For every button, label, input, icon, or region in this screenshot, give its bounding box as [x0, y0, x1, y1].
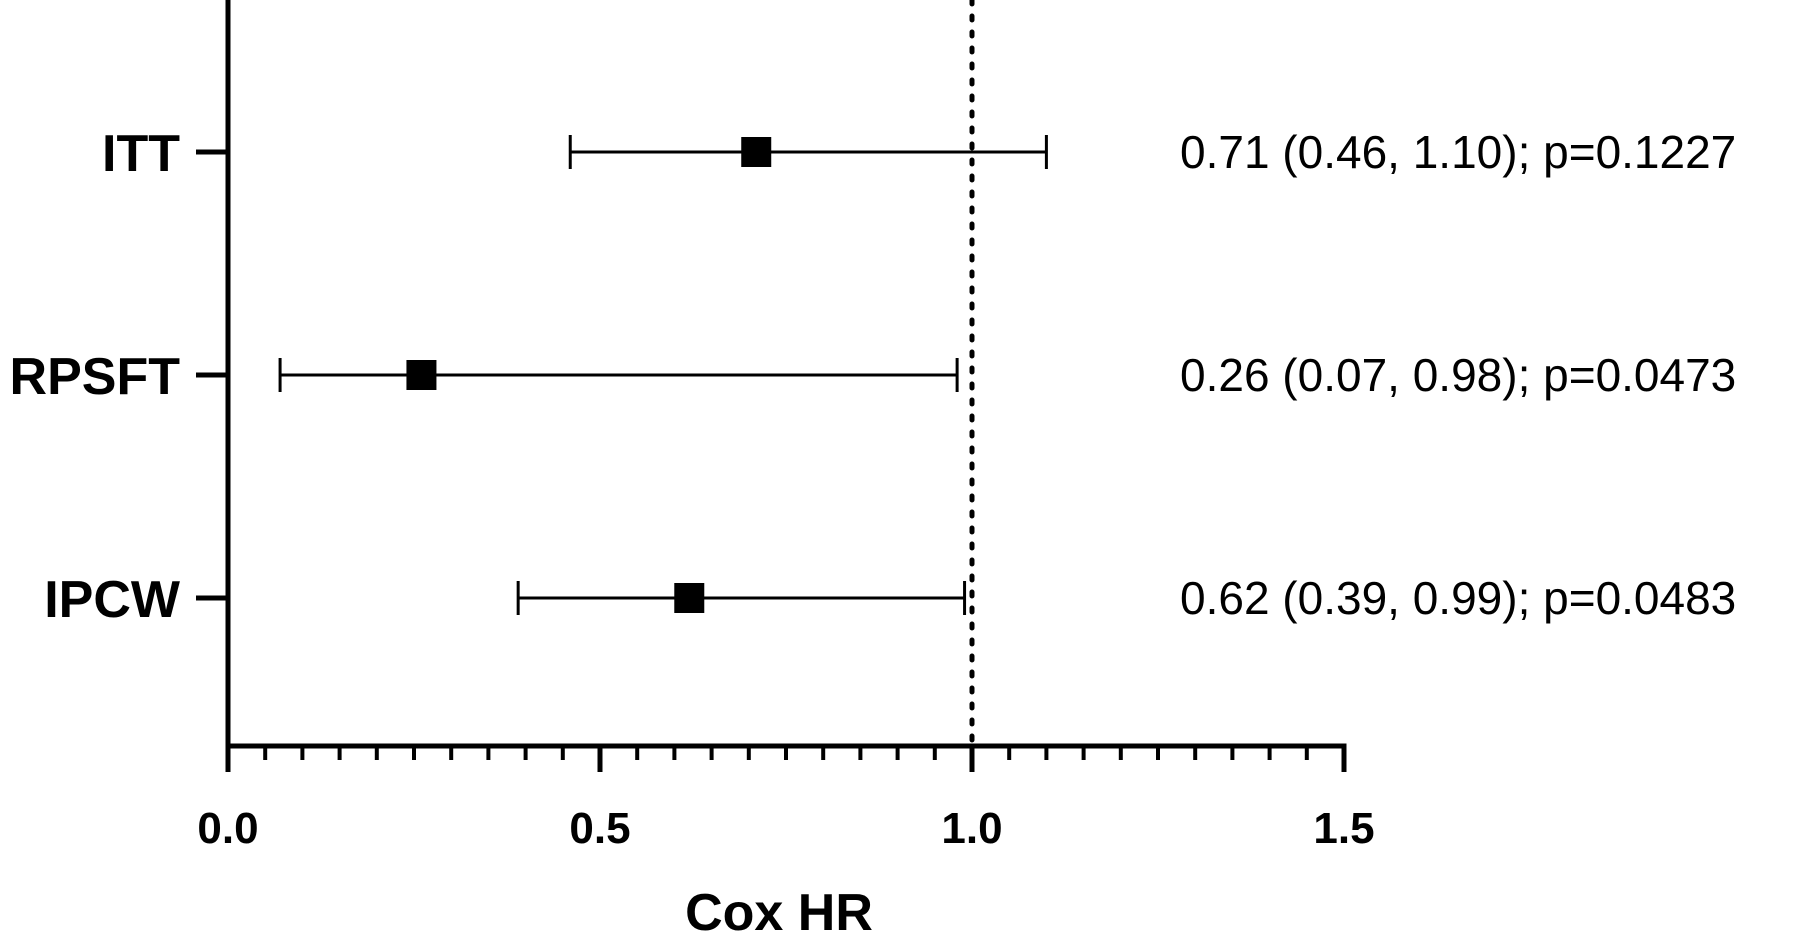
x-axis-title: Cox HR	[685, 884, 873, 933]
estimate-label-itt: 0.71 (0.46, 1.10); p=0.1227	[1180, 126, 1736, 178]
hr-point-marker	[674, 583, 705, 613]
hr-point-marker	[741, 137, 772, 167]
hr-point-marker	[406, 360, 437, 390]
estimate-label-ipcw: 0.62 (0.39, 0.99); p=0.0483	[1180, 572, 1736, 624]
x-tick-label-0-5: 0.5	[569, 804, 630, 853]
category-label-ipcw: IPCW	[44, 571, 181, 629]
axes	[196, 0, 1347, 772]
category-label-rpsft: RPSFT	[10, 348, 181, 406]
x-tick-label-0-0: 0.0	[197, 804, 258, 853]
plot-marks	[278, 0, 1048, 749]
category-label-itt: ITT	[102, 125, 180, 183]
labels: 0.0 0.5 1.0 1.5 ITT RPSFT IPCW 0.71 (0.46, 1.10…	[10, 125, 1737, 853]
estimate-label-rpsft: 0.26 (0.07, 0.98); p=0.0473	[1180, 349, 1736, 401]
x-tick-label-1-0: 1.0	[941, 804, 1002, 853]
x-tick-label-1-5: 1.5	[1313, 804, 1374, 853]
